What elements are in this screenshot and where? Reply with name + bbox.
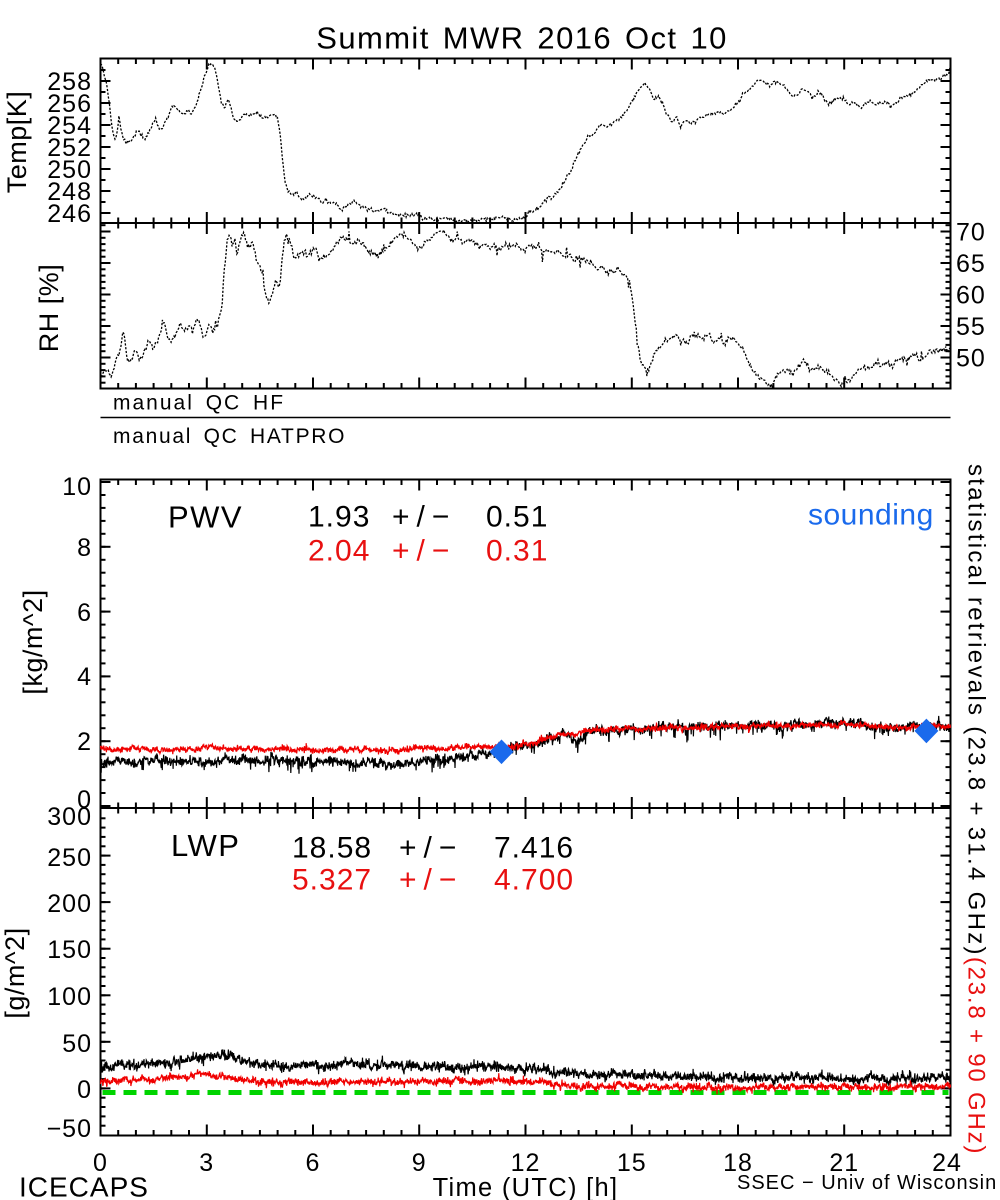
svg-text:248: 248 [47,178,92,206]
svg-text:PWV: PWV [168,500,243,535]
svg-text:9: 9 [412,1149,427,1177]
svg-text:7.416: 7.416 [494,831,574,864]
svg-text:8: 8 [77,534,92,562]
svg-text:+/−: +/− [392,501,456,534]
svg-text:+/−: +/− [399,864,463,897]
svg-text:24: 24 [932,1149,962,1177]
svg-text:254: 254 [47,112,92,140]
svg-text:sounding: sounding [808,499,934,532]
svg-text:manual QC HATPRO: manual QC HATPRO [113,425,346,448]
svg-text:246: 246 [47,200,92,228]
svg-text:statistical retrievals (23.8 +: statistical retrievals (23.8 + 31.4 GHz)… [963,464,990,1155]
svg-text:4: 4 [77,663,92,691]
svg-text:256: 256 [47,90,92,118]
svg-text:RH [%]: RH [%] [34,264,64,353]
svg-text:18.58: 18.58 [292,831,372,864]
svg-text:150: 150 [47,936,92,964]
svg-text:2: 2 [77,728,92,756]
svg-text:+/−: +/− [392,535,456,568]
svg-text:50: 50 [956,344,986,372]
svg-text:12: 12 [511,1149,541,1177]
svg-text:ICECAPS: ICECAPS [19,1172,149,1200]
svg-text:258: 258 [47,68,92,96]
svg-text:0.31: 0.31 [486,535,548,568]
svg-text:200: 200 [47,890,92,918]
svg-text:18: 18 [723,1149,753,1177]
svg-text:21: 21 [829,1149,859,1177]
svg-text:250: 250 [47,156,92,184]
svg-text:2.04: 2.04 [308,535,370,568]
svg-text:0: 0 [93,1149,108,1177]
svg-text:55: 55 [956,313,986,341]
svg-text:5.327: 5.327 [292,864,372,897]
svg-text:100: 100 [47,983,92,1011]
svg-text:manual QC HF: manual QC HF [113,392,285,415]
svg-text:−50: −50 [47,1115,92,1143]
svg-text:65: 65 [956,250,986,278]
svg-text:[g/m^2]: [g/m^2] [0,927,30,1018]
svg-text:70: 70 [956,218,986,246]
svg-text:+/−: +/− [399,831,463,864]
svg-text:4.700: 4.700 [494,864,574,897]
svg-text:LWP: LWP [171,828,240,863]
svg-text:50: 50 [62,1030,92,1058]
svg-text:Summit MWR 2016 Oct 10: Summit MWR 2016 Oct 10 [316,21,727,56]
svg-text:0: 0 [77,786,92,814]
svg-text:10: 10 [62,473,92,501]
svg-text:6: 6 [77,599,92,627]
svg-text:60: 60 [956,281,986,309]
svg-text:1.93: 1.93 [308,501,370,534]
svg-text:[kg/m^2]: [kg/m^2] [18,589,48,694]
svg-text:15: 15 [617,1149,647,1177]
svg-text:6: 6 [306,1149,321,1177]
svg-text:Time (UTC) [h]: Time (UTC) [h] [433,1174,619,1200]
svg-text:250: 250 [47,844,92,872]
svg-text:SSEC − Univ of Wisconsin: SSEC − Univ of Wisconsin [737,1172,997,1194]
svg-text:252: 252 [47,134,92,162]
svg-text:3: 3 [199,1149,214,1177]
svg-text:0.51: 0.51 [486,501,548,534]
svg-text:Temp[K]: Temp[K] [2,91,32,194]
svg-text:300: 300 [47,803,92,831]
svg-text:0: 0 [77,1076,92,1104]
